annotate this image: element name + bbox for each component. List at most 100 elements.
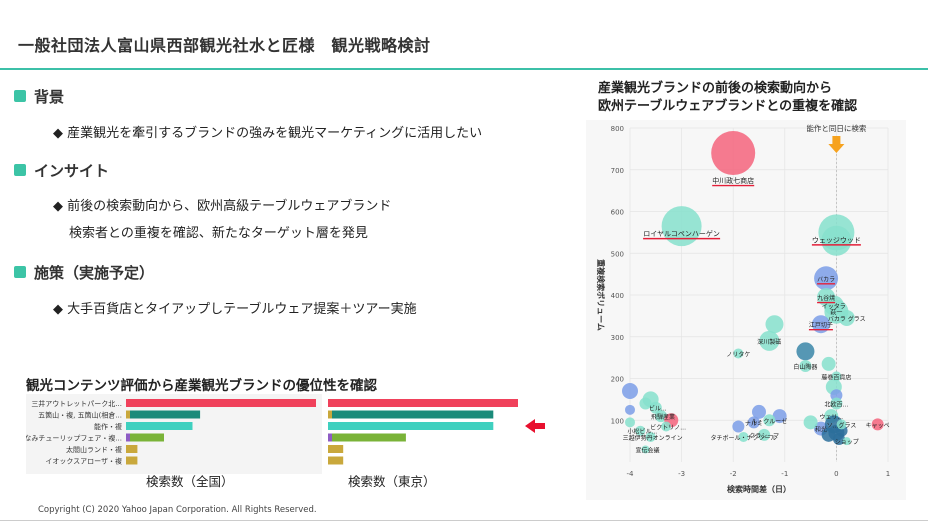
point-label: 三越伊勢丹オンライン	[623, 434, 683, 442]
x-tick-label: -2	[730, 470, 737, 478]
scatter-title-text: 産業観光ブランドの前後の検索動向から 欧州テーブルウェアブランドとの重複を確認	[598, 81, 858, 114]
bar-category-label: となみチューリップフェア・複...	[26, 434, 122, 443]
scatter-point	[661, 421, 672, 432]
scatter-point	[830, 389, 843, 402]
scatter-chart-title: 産業観光ブランドの前後の検索動向から 欧州テーブルウェアブランドとの重複を確認	[598, 80, 857, 116]
scatter-point	[758, 428, 771, 441]
bar-category-label: 五箇山・複, 五箇山(相倉...	[38, 411, 122, 420]
point-label: 藤巻百貨店	[821, 373, 851, 381]
scatter-point	[732, 420, 745, 433]
scatter-point	[661, 206, 702, 247]
scatter-point	[635, 425, 646, 436]
y-tick-label: 700	[611, 167, 624, 175]
point-label: ビル...	[649, 405, 667, 413]
scatter-point	[821, 427, 836, 442]
point-label: キャッペ	[866, 422, 890, 429]
section-heading-measures: 施策（実施予定）	[34, 264, 155, 282]
section-bullet-icon	[14, 164, 26, 176]
title-divider	[0, 68, 928, 70]
point-label: 和光	[815, 426, 827, 434]
scatter-point	[836, 419, 847, 430]
scatter-point	[803, 415, 818, 430]
scatter-point	[625, 417, 635, 428]
x-tick-label: -4	[627, 470, 635, 478]
point-label: 宣伝会議	[635, 446, 659, 454]
bar-category-label: 三井アウトレットパーク北...	[31, 399, 122, 408]
scatter-point	[842, 437, 851, 446]
point-label: 中川政七商店	[712, 176, 754, 185]
scatter-point	[759, 330, 780, 351]
bar	[328, 456, 344, 465]
bar-panel-label: 検索数（全国）	[146, 474, 234, 489]
scatter-point	[747, 416, 760, 429]
footer-divider	[0, 520, 928, 521]
section-insight-line: 検索者との重複を確認、新たなターゲット層を発見	[69, 226, 368, 241]
scatter-point	[641, 445, 650, 454]
point-label: 深川製磁	[757, 338, 781, 346]
point-label: タチボール・ナクツール	[711, 434, 777, 442]
scatter-point	[752, 404, 766, 419]
y-tick-label: 400	[611, 292, 624, 300]
x-tick-label: -1	[781, 470, 788, 478]
y-tick-label: 200	[611, 376, 624, 384]
highlight-arrow-icon	[525, 419, 545, 433]
point-label: 九谷焼	[817, 294, 835, 302]
bar	[126, 445, 138, 453]
bar	[130, 410, 201, 419]
bar-chart-title: 観光コンテンツ評価から産業観光ブランドの優位性を確認	[26, 378, 377, 394]
point-label: ビクトリノ...	[650, 424, 686, 432]
y-axis-label: 重複検索ボリューム	[596, 259, 606, 331]
bar	[328, 422, 494, 430]
point-label: ロイヤルコペンハーゲン	[643, 229, 720, 238]
y-tick-label: 500	[611, 250, 624, 258]
bar-chart-bg	[26, 394, 322, 474]
bar	[126, 456, 138, 465]
point-label: 江戸切子	[809, 322, 833, 329]
section-bullet-icon	[14, 266, 26, 278]
x-tick-label: 0	[834, 470, 838, 478]
bar	[332, 410, 494, 419]
bar	[126, 422, 193, 430]
section-background-line: ◆ 産業観光を牽引するブランドの強みを観光マーケティングに活用したい	[53, 126, 483, 141]
x-tick-label: 1	[886, 470, 890, 478]
scatter-point	[733, 348, 744, 359]
section-insight-line: ◆ 前後の検索動向から、欧州高級テーブルウェアブランド	[53, 199, 392, 214]
annotation-label: 能作と同日に検索	[806, 123, 866, 133]
bar-segment	[126, 433, 130, 442]
scatter-point	[796, 342, 815, 361]
point-label: クラシーマ	[749, 433, 779, 440]
bar	[328, 399, 518, 407]
bar-category-label: 太閤山ランド・複	[66, 445, 122, 454]
page-title: 一般社団法人富山県西部観光社水と匠様 観光戦略検討	[18, 36, 431, 55]
bar-panel-label: 検索数（東京）	[348, 474, 436, 489]
scatter-point	[711, 131, 756, 176]
section-heading-background: 背景	[34, 88, 65, 106]
section-heading-insight: インサイト	[34, 162, 110, 180]
section-bullet-icon	[14, 90, 26, 102]
point-label: 小松ビル...	[627, 428, 657, 436]
bar	[332, 433, 406, 442]
y-tick-label: 600	[611, 209, 624, 217]
point-label: ナルミ	[745, 420, 763, 427]
scatter-point	[639, 397, 652, 410]
point-label: 白山陶器	[793, 363, 817, 371]
point-label: バカラ グラス	[828, 315, 866, 323]
point-label: ル・クルーゼ	[751, 417, 787, 425]
point-label: ノリタケ	[726, 350, 750, 358]
bar-segment	[328, 410, 332, 419]
scatter-point	[832, 433, 845, 446]
bar-category-label: 能作・複	[94, 422, 122, 431]
y-tick-label: 300	[611, 334, 624, 342]
scatter-point	[821, 356, 836, 371]
scatter-point	[654, 410, 667, 423]
scatter-point	[763, 414, 776, 427]
bar-segment	[328, 433, 332, 442]
scatter-point	[622, 383, 638, 400]
point-label: 萩一	[830, 309, 842, 317]
point-label: イッタラ	[822, 302, 846, 310]
point-label: ウェリ...	[819, 413, 843, 421]
x-axis-label: 検索時間差（日）	[727, 484, 791, 494]
point-label: 飛騨産業	[651, 413, 675, 421]
y-tick-label: 100	[611, 417, 624, 425]
scatter-point	[645, 431, 656, 442]
